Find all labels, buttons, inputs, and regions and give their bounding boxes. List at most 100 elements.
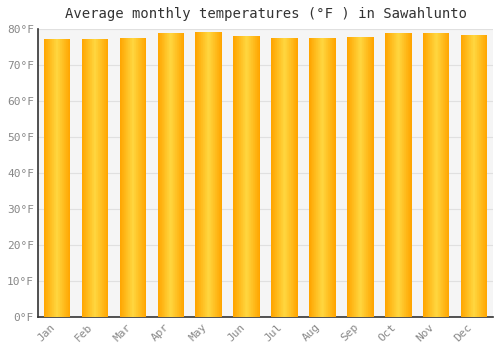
- Bar: [99, 39, 100, 317]
- Bar: [272, 38, 274, 317]
- Bar: [389, 33, 390, 317]
- Bar: [390, 33, 391, 317]
- Bar: [218, 32, 220, 317]
- Bar: [199, 32, 200, 317]
- Bar: [348, 37, 349, 317]
- Bar: [63, 39, 64, 317]
- Bar: [55, 39, 56, 317]
- Bar: [486, 35, 488, 317]
- Bar: [399, 33, 400, 317]
- Bar: [287, 38, 288, 317]
- Bar: [396, 33, 397, 317]
- Bar: [96, 39, 97, 317]
- Bar: [68, 39, 69, 317]
- Bar: [409, 33, 410, 317]
- Bar: [208, 32, 210, 317]
- Bar: [139, 38, 140, 317]
- Bar: [431, 33, 432, 317]
- Bar: [242, 36, 244, 317]
- Bar: [120, 38, 121, 317]
- Bar: [256, 36, 257, 317]
- Bar: [332, 38, 333, 317]
- Bar: [164, 33, 165, 317]
- Bar: [312, 38, 313, 317]
- Bar: [289, 38, 290, 317]
- Bar: [423, 33, 424, 317]
- Bar: [250, 36, 252, 317]
- Bar: [90, 39, 91, 317]
- Bar: [290, 38, 291, 317]
- Bar: [429, 33, 430, 317]
- Bar: [448, 33, 449, 317]
- Bar: [410, 33, 411, 317]
- Bar: [141, 38, 142, 317]
- Bar: [274, 38, 276, 317]
- Bar: [360, 37, 361, 317]
- Bar: [319, 38, 320, 317]
- Bar: [393, 33, 394, 317]
- Bar: [352, 37, 353, 317]
- Bar: [44, 39, 45, 317]
- Bar: [326, 38, 327, 317]
- Bar: [83, 39, 84, 317]
- Bar: [135, 38, 136, 317]
- Bar: [133, 38, 134, 317]
- Bar: [449, 33, 450, 317]
- Bar: [97, 39, 98, 317]
- Bar: [158, 33, 159, 317]
- Bar: [132, 38, 133, 317]
- Bar: [296, 38, 297, 317]
- Bar: [248, 36, 250, 317]
- Bar: [49, 39, 50, 317]
- Bar: [424, 33, 425, 317]
- Bar: [432, 33, 433, 317]
- Bar: [358, 37, 359, 317]
- Bar: [123, 38, 124, 317]
- Title: Average monthly temperatures (°F ) in Sawahlunto: Average monthly temperatures (°F ) in Sa…: [64, 7, 466, 21]
- Bar: [406, 33, 407, 317]
- Bar: [280, 38, 281, 317]
- Bar: [65, 39, 66, 317]
- Bar: [445, 33, 446, 317]
- Bar: [206, 32, 208, 317]
- Bar: [279, 38, 280, 317]
- Bar: [140, 38, 141, 317]
- Bar: [214, 32, 216, 317]
- Bar: [446, 33, 447, 317]
- Bar: [356, 37, 357, 317]
- Bar: [442, 33, 443, 317]
- Bar: [387, 33, 388, 317]
- Bar: [145, 38, 146, 317]
- Bar: [398, 33, 399, 317]
- Bar: [351, 37, 352, 317]
- Bar: [236, 36, 238, 317]
- Bar: [252, 36, 254, 317]
- Bar: [159, 33, 160, 317]
- Bar: [162, 33, 163, 317]
- Bar: [59, 39, 60, 317]
- Bar: [349, 37, 350, 317]
- Bar: [321, 38, 322, 317]
- Bar: [288, 38, 289, 317]
- Bar: [171, 33, 172, 317]
- Bar: [366, 37, 367, 317]
- Bar: [437, 33, 438, 317]
- Bar: [238, 36, 240, 317]
- Bar: [125, 38, 126, 317]
- Bar: [294, 38, 295, 317]
- Bar: [469, 35, 470, 317]
- Bar: [327, 38, 328, 317]
- Bar: [95, 39, 96, 317]
- Bar: [443, 33, 444, 317]
- Bar: [136, 38, 137, 317]
- Bar: [426, 33, 427, 317]
- Bar: [286, 38, 287, 317]
- Bar: [440, 33, 441, 317]
- Bar: [142, 38, 143, 317]
- Bar: [91, 39, 92, 317]
- Bar: [386, 33, 387, 317]
- Bar: [425, 33, 426, 317]
- Bar: [362, 37, 363, 317]
- Bar: [212, 32, 214, 317]
- Bar: [173, 33, 174, 317]
